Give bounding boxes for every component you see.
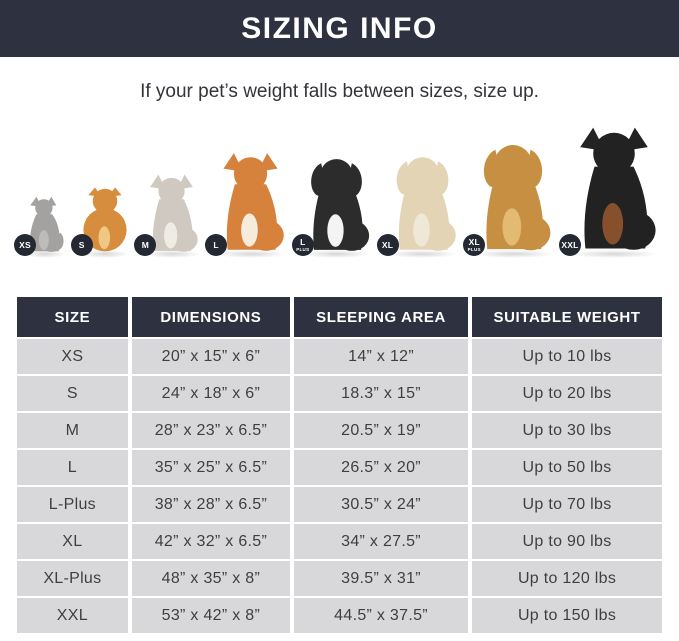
- pet-illustration: [22, 193, 67, 255]
- size-badge-label: M: [141, 239, 150, 250]
- cell-sleeping-area: 18.3” x 15”: [294, 376, 469, 411]
- page-title: SIZING INFO: [241, 11, 438, 45]
- cell-sleeping-area: 26.5” x 20”: [294, 450, 469, 485]
- table-row: XXL 53” x 42” x 8” 44.5” x 37.5” Up to 1…: [17, 598, 662, 633]
- cell-dimensions: 20” x 15” x 6”: [131, 339, 291, 374]
- size-badge: XL PLUS: [463, 234, 486, 256]
- cell-dimensions: 48” x 35” x 8”: [131, 561, 291, 596]
- cell-dimensions: 38” x 28” x 6.5”: [131, 487, 291, 522]
- table-row: S 24” x 18” x 6” 18.3” x 15” Up to 20 lb…: [17, 376, 662, 411]
- size-badge: L: [205, 234, 228, 256]
- pet-golden-retriever: XL PLUS: [463, 138, 555, 258]
- pet-cat: XS: [14, 193, 67, 258]
- pet-french-bulldog: M: [134, 173, 201, 258]
- pet-border-collie: L PLUS: [291, 153, 373, 258]
- table-row: XL-Plus 48” x 35” x 8” 39.5” x 31” Up to…: [17, 561, 662, 596]
- cell-size: XL: [17, 524, 128, 559]
- pet-shadow: [386, 250, 459, 258]
- col-header-sleeping-area: SLEEPING AREA: [294, 297, 469, 337]
- col-header-size: SIZE: [17, 297, 128, 337]
- cell-size: XXL: [17, 598, 128, 633]
- size-badge-label: S: [78, 239, 85, 250]
- table-row: L-Plus 38” x 28” x 6.5” 30.5” x 24” Up t…: [17, 487, 662, 522]
- cell-suitable-weight: Up to 90 lbs: [472, 524, 662, 559]
- size-table: SIZE DIMENSIONS SLEEPING AREA SUITABLE W…: [13, 295, 666, 635]
- size-badge: XS: [14, 234, 36, 256]
- pet-shadow: [79, 250, 130, 258]
- table-row: L 35” x 25” x 6.5” 26.5” x 20” Up to 50 …: [17, 450, 662, 485]
- cell-dimensions: 24” x 18” x 6”: [131, 376, 291, 411]
- cell-sleeping-area: 39.5” x 31”: [294, 561, 469, 596]
- size-badge-label: XS: [19, 239, 31, 250]
- cell-size: XL-Plus: [17, 561, 128, 596]
- pet-shadow: [301, 250, 372, 258]
- header-bar: SIZING INFO: [0, 0, 679, 57]
- cell-sleeping-area: 44.5” x 37.5”: [294, 598, 469, 633]
- pet-illustration: [79, 183, 131, 255]
- cell-suitable-weight: Up to 30 lbs: [472, 413, 662, 448]
- size-badge-sublabel: PLUS: [467, 246, 481, 252]
- subtitle: If your pet’s weight falls between sizes…: [140, 81, 539, 102]
- cell-suitable-weight: Up to 120 lbs: [472, 561, 662, 596]
- size-badge: M: [134, 234, 157, 256]
- cell-sleeping-area: 34” x 27.5”: [294, 524, 469, 559]
- pet-shadow: [143, 250, 201, 258]
- table-row: XS 20” x 15” x 6” 14” x 12” Up to 10 lbs: [17, 339, 662, 374]
- pet-shadow: [568, 250, 660, 258]
- pet-illustration: [385, 151, 460, 255]
- cell-size: L-Plus: [17, 487, 128, 522]
- cell-dimensions: 28” x 23” x 6.5”: [131, 413, 291, 448]
- size-badge-label: XXL: [561, 239, 579, 250]
- pet-illustration: [300, 153, 373, 255]
- pet-pomeranian: S: [70, 183, 131, 258]
- table-row: M 28” x 23” x 6.5” 20.5” x 19” Up to 30 …: [17, 413, 662, 448]
- pet-shiba-inu: L: [205, 151, 288, 258]
- cell-sleeping-area: 30.5” x 24”: [294, 487, 469, 522]
- size-badge: XXL: [558, 234, 581, 256]
- col-header-suitable-weight: SUITABLE WEIGHT: [472, 297, 662, 337]
- pet-shadow: [22, 250, 67, 258]
- cell-suitable-weight: Up to 10 lbs: [472, 339, 662, 374]
- table-row: XL 42” x 32” x 6.5” 34” x 27.5” Up to 90…: [17, 524, 662, 559]
- size-badge-label: XL: [468, 237, 480, 247]
- size-badge-label: L: [300, 237, 306, 247]
- cell-dimensions: 42” x 32” x 6.5”: [131, 524, 291, 559]
- size-badge-sublabel: PLUS: [296, 246, 310, 252]
- size-badge-label: L: [213, 239, 219, 250]
- size-badge-label: XL: [381, 239, 394, 250]
- cell-size: XS: [17, 339, 128, 374]
- cell-suitable-weight: Up to 50 lbs: [472, 450, 662, 485]
- pet-illustration: [142, 173, 201, 255]
- cell-size: L: [17, 450, 128, 485]
- table-header-row: SIZE DIMENSIONS SLEEPING AREA SUITABLE W…: [17, 297, 662, 337]
- size-badge: L PLUS: [291, 234, 314, 256]
- pet-illustration: [213, 151, 288, 255]
- cell-sleeping-area: 20.5” x 19”: [294, 413, 469, 448]
- col-header-dimensions: DIMENSIONS: [131, 297, 291, 337]
- cell-dimensions: 35” x 25” x 6.5”: [131, 450, 291, 485]
- cell-sleeping-area: 14” x 12”: [294, 339, 469, 374]
- cell-size: S: [17, 376, 128, 411]
- cell-suitable-weight: Up to 150 lbs: [472, 598, 662, 633]
- cell-dimensions: 53” x 42” x 8”: [131, 598, 291, 633]
- pet-labrador: XL: [376, 151, 460, 258]
- cell-size: M: [17, 413, 128, 448]
- pet-illustration: [567, 125, 661, 255]
- cell-suitable-weight: Up to 20 lbs: [472, 376, 662, 411]
- pets-row: XS S M L: [0, 103, 679, 259]
- size-badge: XL: [376, 234, 399, 256]
- cell-suitable-weight: Up to 70 lbs: [472, 487, 662, 522]
- pet-shadow: [472, 250, 554, 258]
- pet-doberman: XXL: [558, 125, 661, 258]
- size-badge: S: [70, 234, 93, 256]
- size-table-body: XS 20” x 15” x 6” 14” x 12” Up to 10 lbs…: [17, 339, 662, 633]
- pet-illustration: [471, 138, 555, 255]
- pet-shadow: [214, 250, 287, 258]
